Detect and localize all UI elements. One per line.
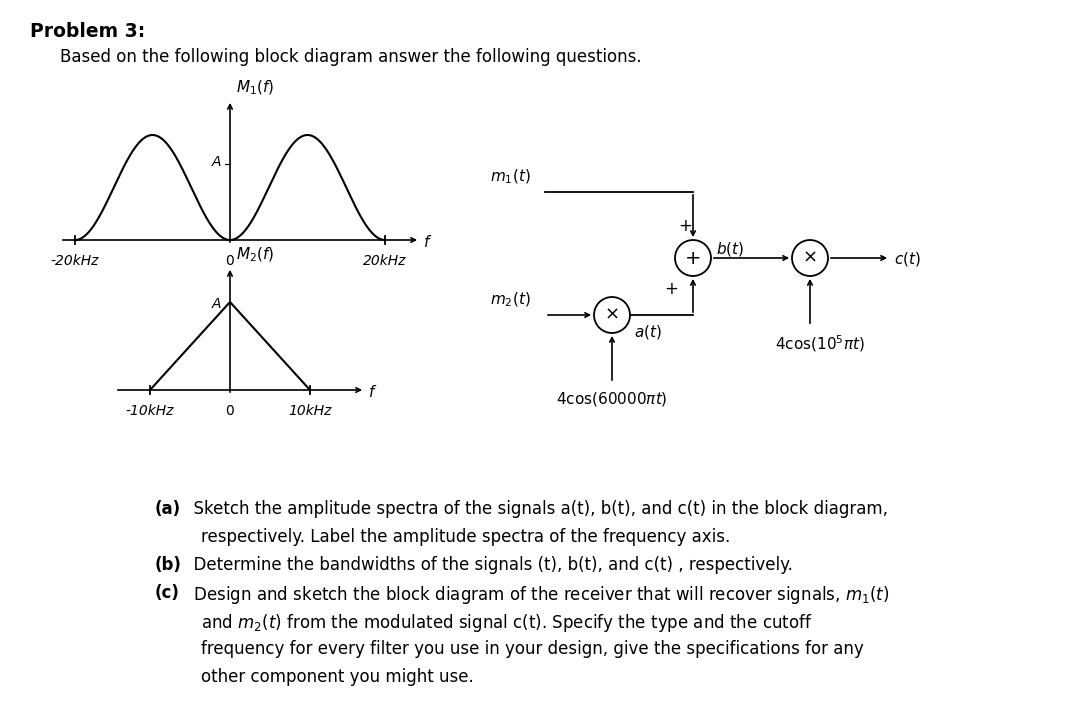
Text: (a): (a) bbox=[156, 500, 181, 518]
Text: (c): (c) bbox=[156, 584, 180, 602]
Text: respectively. Label the amplitude spectra of the frequency axis.: respectively. Label the amplitude spectr… bbox=[201, 528, 730, 546]
Text: $f$: $f$ bbox=[368, 384, 377, 400]
Text: 20kHz: 20kHz bbox=[363, 254, 407, 268]
Text: $M_2(f)$: $M_2(f)$ bbox=[237, 246, 274, 264]
Text: $4\cos(60000\pi t)$: $4\cos(60000\pi t)$ bbox=[556, 390, 667, 408]
Text: Problem 3:: Problem 3: bbox=[30, 22, 145, 41]
Text: ×: × bbox=[802, 249, 818, 267]
Text: $4\cos(10^5\pi t)$: $4\cos(10^5\pi t)$ bbox=[775, 333, 865, 354]
Text: $m_2(t)$: $m_2(t)$ bbox=[490, 291, 530, 309]
Text: Design and sketch the block diagram of the receiver that will recover signals, $: Design and sketch the block diagram of t… bbox=[183, 584, 889, 606]
Text: other component you might use.: other component you might use. bbox=[201, 668, 474, 686]
Text: $a(t)$: $a(t)$ bbox=[634, 323, 662, 341]
Text: ×: × bbox=[605, 306, 620, 324]
Text: $c(t)$: $c(t)$ bbox=[894, 250, 921, 268]
Text: $f$: $f$ bbox=[423, 234, 432, 250]
Text: frequency for every filter you use in your design, give the specifications for a: frequency for every filter you use in yo… bbox=[201, 640, 864, 658]
Text: +: + bbox=[678, 217, 692, 235]
Text: -10kHz: -10kHz bbox=[125, 404, 174, 418]
Text: Determine the bandwidths of the signals (t), b(t), and c(t) , respectively.: Determine the bandwidths of the signals … bbox=[183, 556, 793, 574]
Text: +: + bbox=[664, 280, 678, 298]
Text: and $m_2(t)$ from the modulated signal c(t). Specify the type and the cutoff: and $m_2(t)$ from the modulated signal c… bbox=[201, 612, 812, 634]
Text: Sketch the amplitude spectra of the signals a(t), b(t), and c(t) in the block di: Sketch the amplitude spectra of the sign… bbox=[183, 500, 888, 518]
Text: $b(t)$: $b(t)$ bbox=[716, 240, 744, 258]
Text: $M_1(f)$: $M_1(f)$ bbox=[237, 79, 274, 97]
Text: $A$: $A$ bbox=[211, 297, 222, 311]
Text: -20kHz: -20kHz bbox=[51, 254, 99, 268]
Text: $m_1(t)$: $m_1(t)$ bbox=[490, 168, 530, 186]
Text: 0: 0 bbox=[226, 404, 234, 418]
Text: $A$: $A$ bbox=[211, 155, 222, 169]
Text: 10kHz: 10kHz bbox=[288, 404, 332, 418]
Text: +: + bbox=[685, 249, 701, 268]
Text: (b): (b) bbox=[156, 556, 181, 574]
Text: Based on the following block diagram answer the following questions.: Based on the following block diagram ans… bbox=[60, 48, 642, 66]
Text: 0: 0 bbox=[226, 254, 234, 268]
